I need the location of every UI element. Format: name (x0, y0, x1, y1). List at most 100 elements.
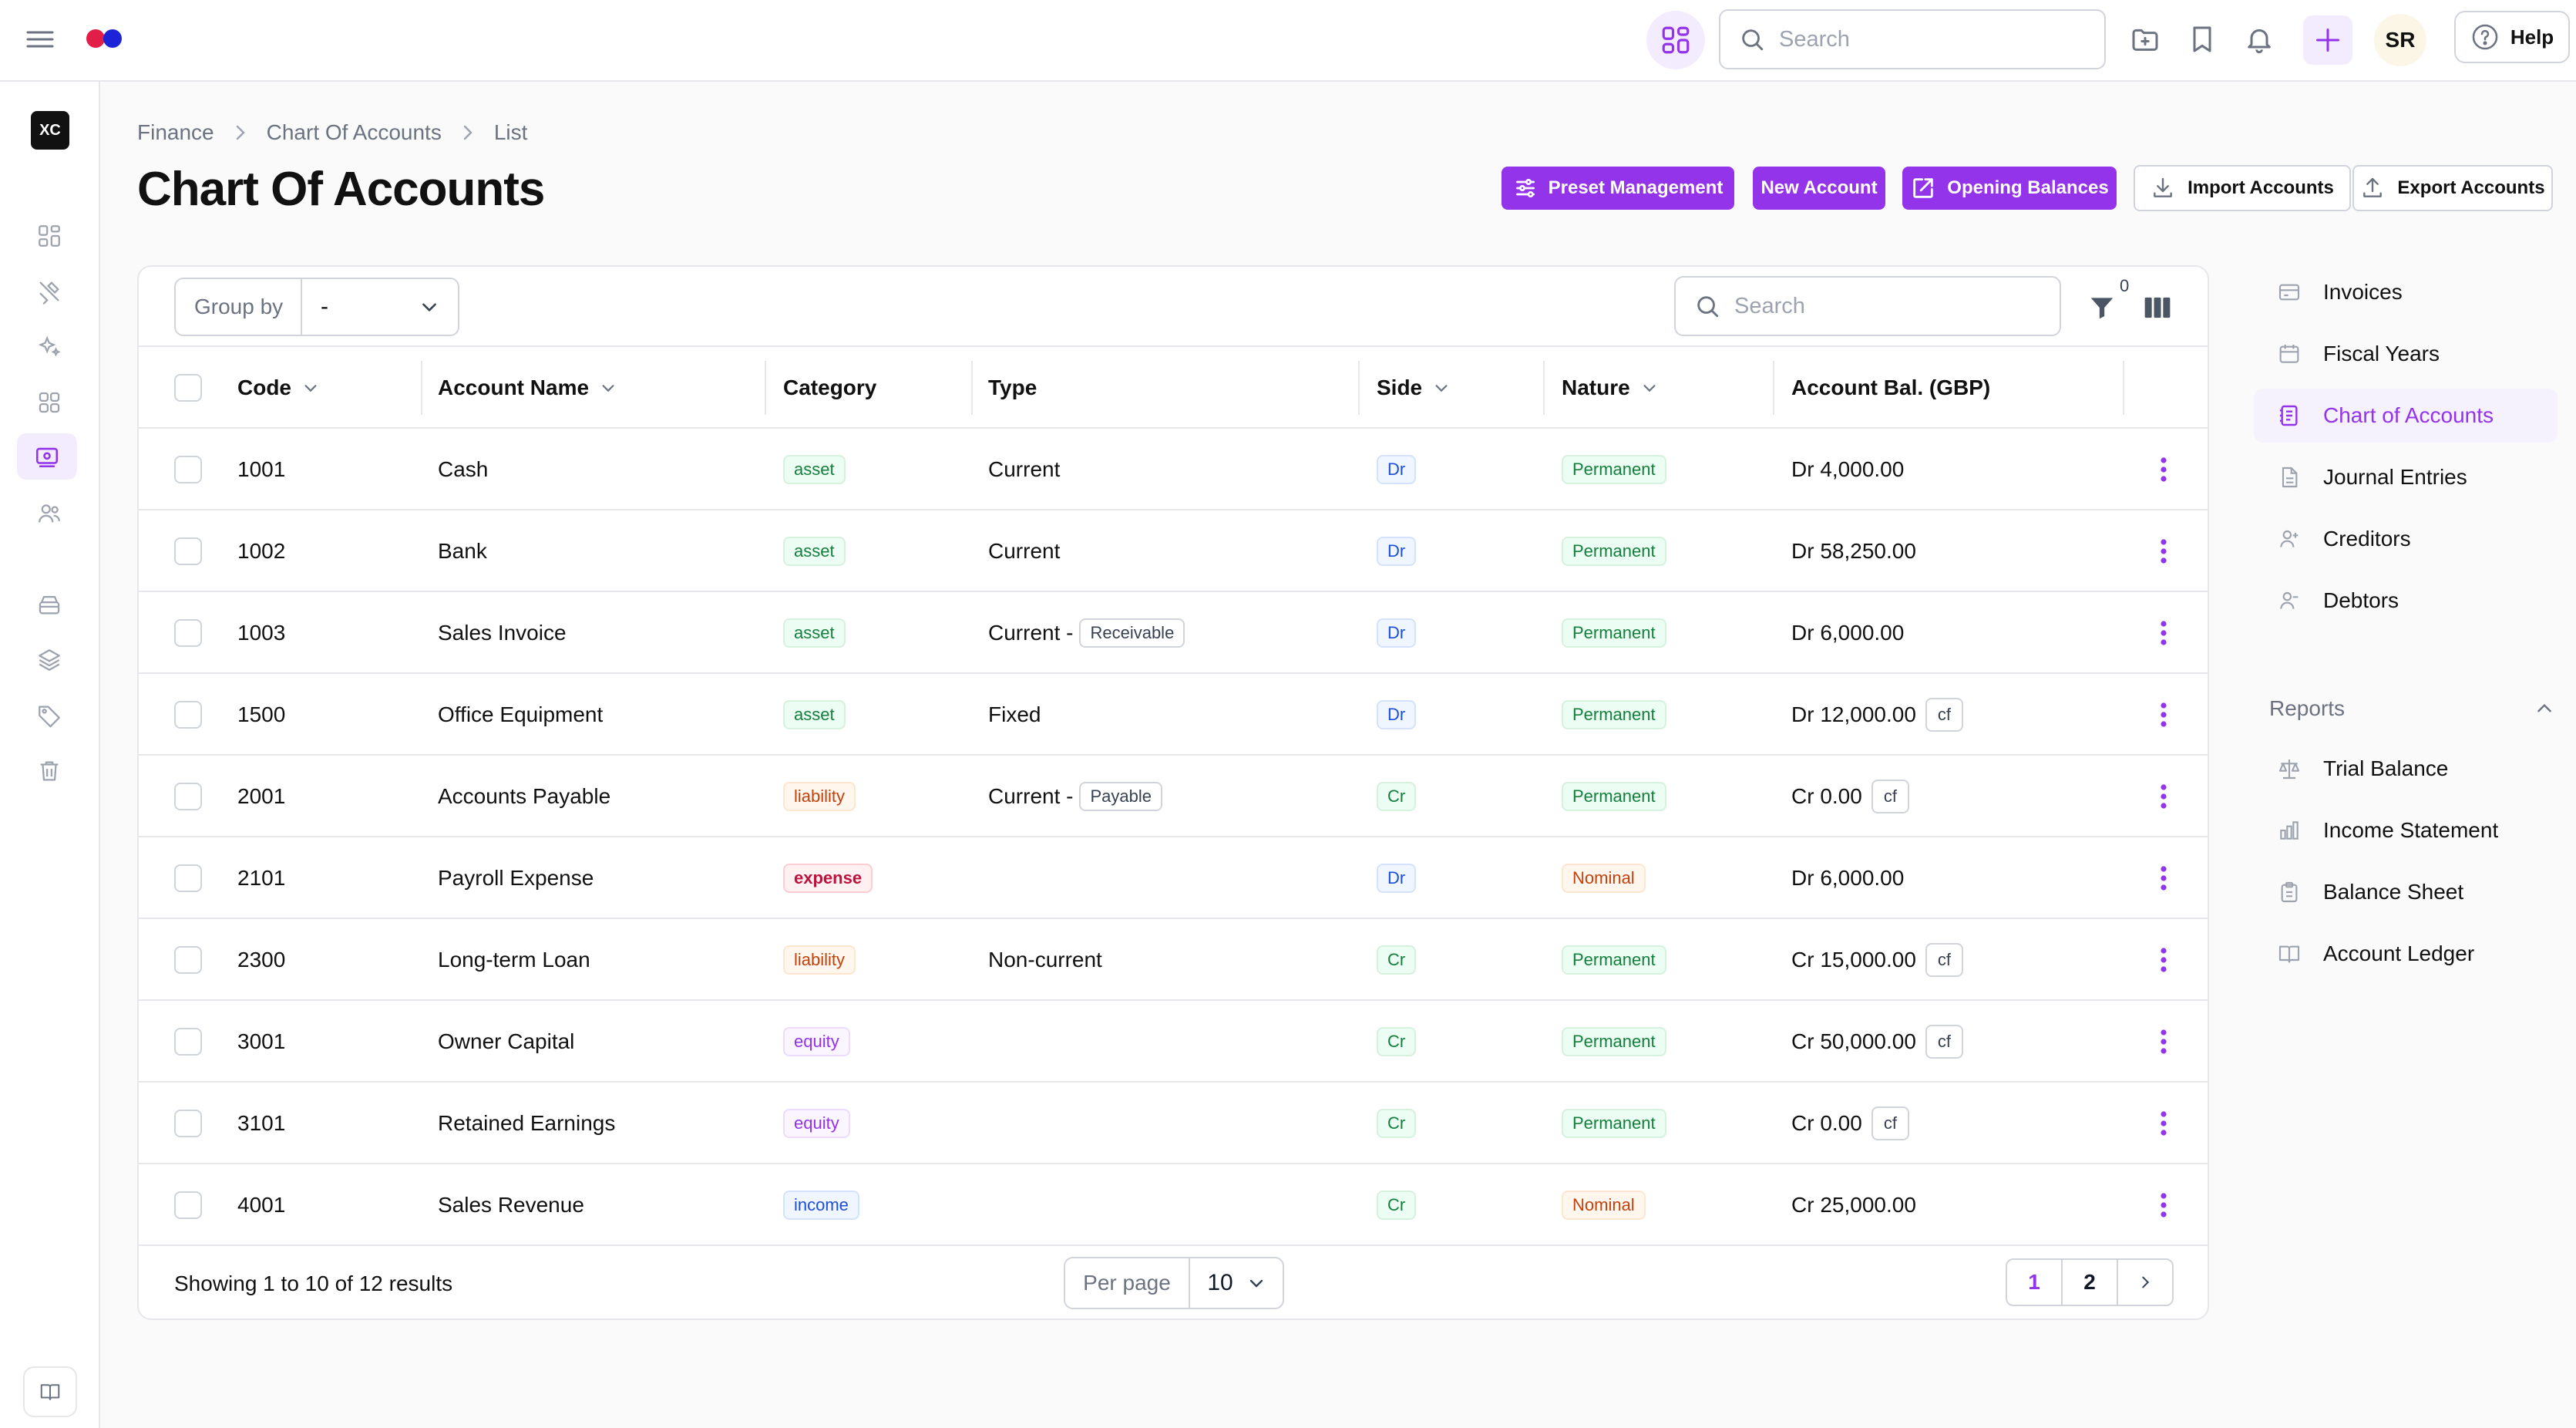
cell-account-name[interactable]: Retained Earnings (438, 1111, 616, 1135)
user-minus-icon (2280, 591, 2299, 609)
finance-icon[interactable] (17, 433, 77, 480)
trash-icon[interactable] (32, 754, 66, 788)
filter-icon[interactable] (2084, 290, 2120, 325)
row-checkbox[interactable] (174, 537, 202, 565)
table-row[interactable]: 3101 Retained Earnings equity Cr Permanent Cr… (139, 1083, 2208, 1164)
columns-icon[interactable] (2140, 290, 2175, 325)
layers-icon[interactable] (32, 643, 66, 677)
row-checkbox[interactable] (174, 1028, 202, 1056)
cell-account-name[interactable]: Sales Invoice (438, 621, 567, 645)
reports-section-toggle[interactable]: Reports (2269, 689, 2554, 728)
sidebar-item-income-statement[interactable]: Income Statement (2254, 803, 2558, 857)
row-actions-kebab-icon[interactable] (2146, 534, 2181, 569)
cell-account-name[interactable]: Accounts Payable (438, 784, 611, 808)
cell-account-name[interactable]: Owner Capital (438, 1029, 575, 1053)
sidebar-item-journal-entries[interactable]: Journal Entries (2254, 450, 2558, 504)
table-row[interactable]: 1003 Sales Invoice asset Current - Receivabl… (139, 592, 2208, 674)
table-row[interactable]: 3001 Owner Capital equity Cr Permanent Cr 50,… (139, 1001, 2208, 1083)
tag-icon[interactable] (32, 699, 66, 733)
breadcrumb-chart-of-accounts[interactable]: Chart Of Accounts (266, 120, 442, 144)
cell-type: Current - (988, 784, 1074, 808)
global-search[interactable] (1719, 9, 2106, 69)
breadcrumb-finance[interactable]: Finance (137, 120, 214, 144)
sidebar-item-fiscal-years[interactable]: Fiscal Years (2254, 327, 2558, 381)
row-actions-kebab-icon[interactable] (2146, 615, 2181, 651)
row-checkbox[interactable] (174, 783, 202, 810)
users-icon[interactable] (32, 497, 66, 530)
folder-add-icon[interactable] (2129, 23, 2161, 56)
cell-account-name[interactable]: Cash (438, 457, 489, 481)
bell-icon[interactable] (2243, 23, 2275, 56)
row-actions-kebab-icon[interactable] (2146, 1024, 2181, 1059)
results-count: Showing 1 to 10 of 12 results (174, 1271, 453, 1295)
table-row[interactable]: 1001 Cash asset Current Dr Permanent Dr 4,000.… (139, 429, 2208, 510)
apps-grid-icon[interactable] (1646, 11, 1705, 69)
row-checkbox[interactable] (174, 1110, 202, 1137)
table-search-input[interactable] (1734, 293, 2027, 319)
row-checkbox[interactable] (174, 946, 202, 974)
row-actions-kebab-icon[interactable] (2146, 861, 2181, 896)
table-row[interactable]: 1002 Bank asset Current Dr Permanent Dr 58,250… (139, 510, 2208, 592)
bookmark-icon[interactable] (2186, 23, 2218, 56)
row-actions-kebab-icon[interactable] (2146, 1187, 2181, 1223)
opening-balances-button[interactable]: Opening Balances (1902, 167, 2117, 210)
global-search-input[interactable] (1779, 26, 2072, 52)
preset-management-button[interactable]: Preset Management (1502, 167, 1734, 210)
row-checkbox[interactable] (174, 864, 202, 892)
sidebar-item-chart-of-accounts[interactable]: Chart of Accounts (2254, 389, 2558, 443)
page-1-button[interactable]: 1 (2007, 1260, 2063, 1305)
avatar[interactable]: SR (2374, 14, 2426, 66)
select-all-checkbox[interactable] (174, 374, 202, 402)
app-logo[interactable] (86, 29, 123, 48)
sidebar-item-balance-sheet[interactable]: Balance Sheet (2254, 865, 2558, 919)
workspace-badge[interactable]: XC (31, 111, 69, 150)
row-actions-kebab-icon[interactable] (2146, 697, 2181, 733)
book-open-icon[interactable] (23, 1366, 77, 1417)
table-row[interactable]: 4001 Sales Revenue income Cr Nominal Cr 25,00… (139, 1164, 2208, 1246)
table-row[interactable]: 2001 Accounts Payable liability Current - Pa… (139, 756, 2208, 837)
column-header-nature[interactable]: Nature (1562, 347, 1658, 429)
row-checkbox[interactable] (174, 456, 202, 483)
sidebar-item-invoices[interactable]: Invoices (2254, 265, 2558, 319)
row-actions-kebab-icon[interactable] (2146, 452, 2181, 487)
per-page-select[interactable]: Per page 10 (1064, 1257, 1284, 1309)
sidebar-item-debtors[interactable]: Debtors (2254, 574, 2558, 628)
row-checkbox[interactable] (174, 619, 202, 647)
column-header-account-name[interactable]: Account Name (438, 347, 617, 429)
page-2-button[interactable]: 2 (2063, 1260, 2118, 1305)
import-accounts-button[interactable]: Import Accounts (2134, 165, 2351, 211)
row-actions-kebab-icon[interactable] (2146, 779, 2181, 814)
new-account-button[interactable]: New Account (1753, 167, 1885, 210)
cell-account-name[interactable]: Payroll Expense (438, 866, 594, 890)
table-row[interactable]: 2101 Payroll Expense expense Dr Nominal Dr 6,… (139, 837, 2208, 919)
row-checkbox[interactable] (174, 701, 202, 729)
modules-icon[interactable] (32, 386, 66, 419)
table-search[interactable] (1674, 276, 2061, 336)
table-row[interactable]: 1500 Office Equipment asset Fixed Dr Permanen… (139, 674, 2208, 756)
table-row[interactable]: 2300 Long-term Loan liability Non-current Cr… (139, 919, 2208, 1001)
next-page-button[interactable] (2118, 1260, 2172, 1305)
cell-account-name[interactable]: Office Equipment (438, 702, 604, 726)
sidebar-item-trial-balance[interactable]: Trial Balance (2254, 742, 2558, 796)
tools-icon[interactable] (32, 274, 66, 308)
cell-account-name[interactable]: Sales Revenue (438, 1193, 584, 1217)
help-button[interactable]: Help (2454, 11, 2570, 63)
sidebar-item-creditors[interactable]: Creditors (2254, 512, 2558, 566)
export-accounts-button[interactable]: Export Accounts (2352, 165, 2553, 211)
group-by-select[interactable]: Group by - (174, 278, 459, 336)
create-plus-icon[interactable] (2303, 15, 2352, 65)
archive-box-icon[interactable] (32, 588, 66, 621)
subtype-badge: Receivable (1079, 618, 1185, 648)
sidebar-item-account-ledger[interactable]: Account Ledger (2254, 927, 2558, 981)
hamburger-menu-icon[interactable] (26, 28, 54, 51)
column-header-side[interactable]: Side (1377, 347, 1450, 429)
row-checkbox[interactable] (174, 1191, 202, 1219)
cell-account-name[interactable]: Bank (438, 539, 487, 563)
row-actions-kebab-icon[interactable] (2146, 942, 2181, 978)
cell-account-name[interactable]: Long-term Loan (438, 948, 590, 972)
column-header-code[interactable]: Code (237, 347, 319, 429)
sparkle-icon[interactable] (32, 330, 66, 364)
category-badge: liability (783, 945, 856, 975)
dashboard-icon[interactable] (32, 219, 66, 253)
row-actions-kebab-icon[interactable] (2146, 1106, 2181, 1141)
